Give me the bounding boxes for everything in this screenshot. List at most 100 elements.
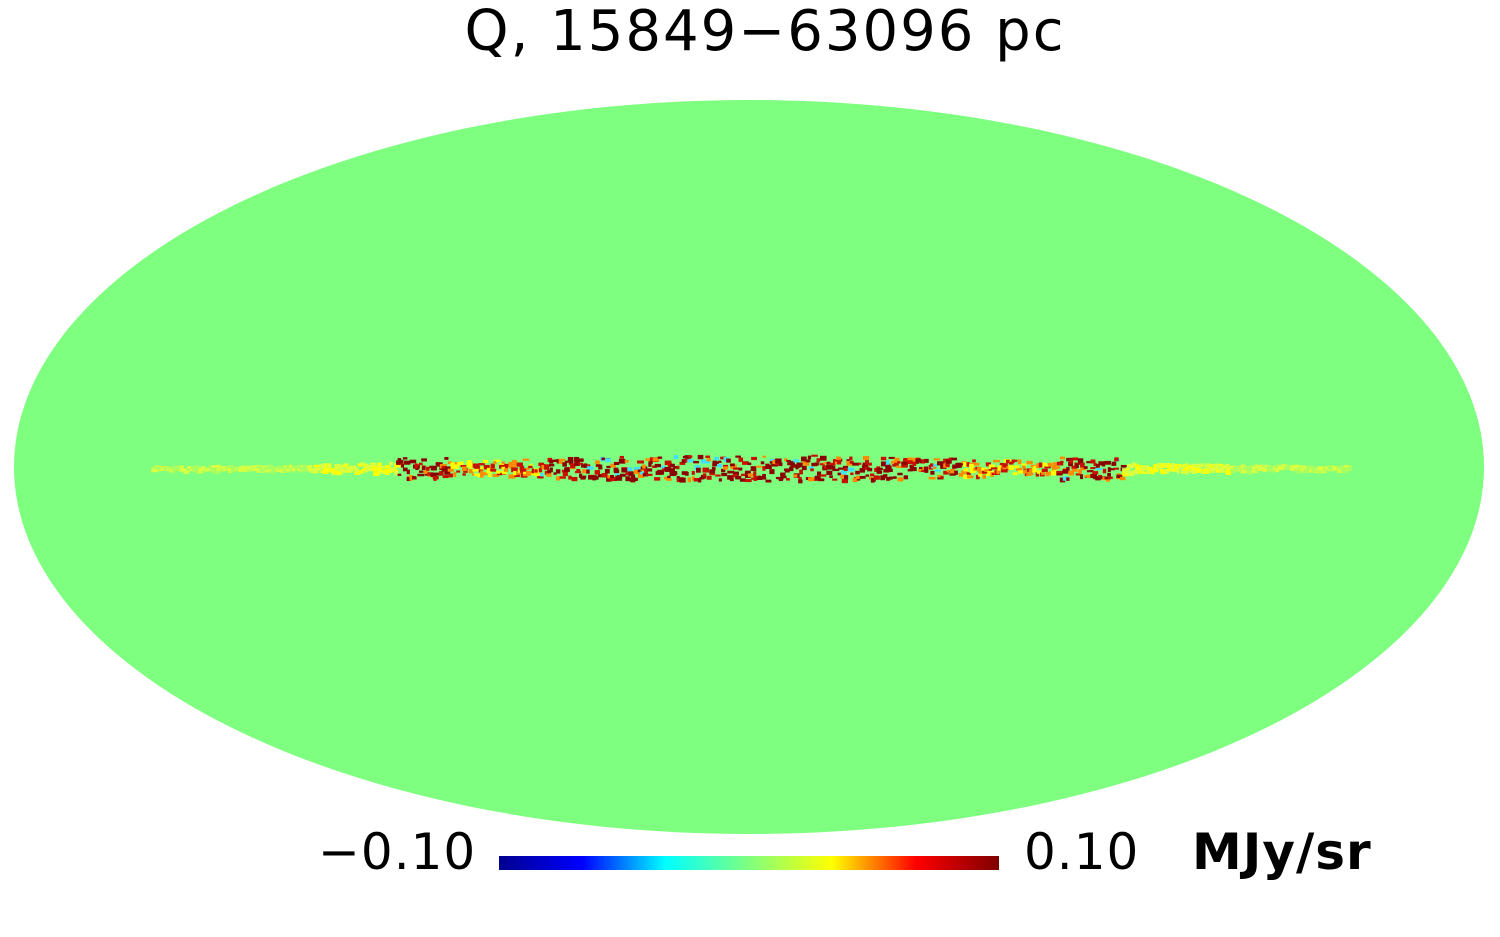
emission-pixel bbox=[253, 467, 259, 472]
emission-pixel bbox=[519, 465, 525, 471]
emission-pixel bbox=[357, 463, 364, 467]
emission-pixel bbox=[697, 454, 704, 460]
emission-pixel bbox=[417, 473, 425, 477]
emission-pixel bbox=[664, 467, 672, 472]
emission-pixel bbox=[1146, 471, 1152, 474]
emission-pixel bbox=[454, 461, 459, 466]
emission-pixel bbox=[450, 463, 455, 466]
emission-pixel bbox=[876, 467, 883, 471]
emission-pixel bbox=[885, 460, 890, 465]
colorbar-min-label: −0.10 bbox=[318, 823, 477, 881]
emission-pixel bbox=[1201, 469, 1206, 472]
emission-pixel bbox=[1093, 462, 1097, 467]
emission-pixel bbox=[937, 476, 944, 480]
emission-pixel bbox=[1317, 469, 1323, 474]
emission-pixel bbox=[1054, 466, 1060, 469]
emission-pixel bbox=[1320, 467, 1325, 471]
emission-pixel bbox=[897, 477, 904, 482]
emission-pixel bbox=[352, 465, 356, 468]
emission-pixel bbox=[1257, 466, 1265, 470]
emission-pixel bbox=[852, 477, 858, 483]
emission-pixel bbox=[385, 465, 391, 469]
emission-pixel bbox=[1230, 468, 1237, 473]
emission-pixel bbox=[547, 469, 551, 474]
emission-pixel bbox=[1041, 468, 1048, 472]
emission-pixel bbox=[1012, 459, 1018, 462]
emission-pixel bbox=[307, 464, 312, 470]
emission-pixel bbox=[382, 471, 386, 475]
emission-pixel bbox=[1284, 465, 1290, 470]
emission-pixel bbox=[472, 469, 479, 472]
emission-pixel bbox=[691, 470, 695, 475]
emission-pixel bbox=[873, 475, 880, 480]
emission-pixel bbox=[687, 459, 694, 463]
emission-pixel bbox=[571, 476, 578, 482]
emission-pixel bbox=[865, 474, 870, 477]
emission-pixel bbox=[453, 472, 457, 477]
emission-pixel bbox=[397, 458, 402, 462]
emission-pixel bbox=[522, 458, 530, 461]
emission-pixel bbox=[705, 455, 711, 458]
emission-pixel bbox=[697, 478, 702, 483]
emission-pixel bbox=[483, 459, 489, 464]
emission-pixel bbox=[379, 471, 385, 474]
emission-pixel bbox=[447, 461, 452, 465]
emission-pixel bbox=[963, 474, 970, 480]
emission-pixel bbox=[384, 471, 390, 475]
emission-pixel bbox=[516, 462, 524, 467]
emission-pixel bbox=[279, 468, 285, 472]
emission-pixel bbox=[840, 474, 846, 479]
emission-pixel bbox=[574, 456, 580, 462]
emission-pixel bbox=[684, 458, 690, 463]
emission-pixel bbox=[1209, 464, 1215, 468]
emission-pixel bbox=[862, 464, 869, 469]
emission-pixel bbox=[648, 462, 652, 467]
emission-pixel bbox=[388, 461, 394, 466]
emission-pixel bbox=[501, 470, 508, 475]
emission-pixel bbox=[772, 461, 779, 467]
emission-pixel bbox=[969, 468, 976, 474]
emission-pixel bbox=[546, 473, 552, 477]
emission-pixel bbox=[288, 464, 293, 469]
emission-pixel bbox=[633, 466, 641, 470]
emission-pixel bbox=[540, 473, 544, 477]
emission-pixel bbox=[549, 463, 555, 467]
emission-pixel bbox=[832, 478, 838, 481]
emission-pixel bbox=[1036, 463, 1041, 469]
emission-pixel bbox=[586, 469, 590, 474]
emission-pixel bbox=[558, 459, 563, 464]
emission-pixel bbox=[981, 467, 987, 471]
emission-pixel bbox=[1242, 467, 1246, 473]
colorbar-unit-label: MJy/sr bbox=[1192, 823, 1372, 881]
emission-pixel bbox=[568, 475, 572, 480]
emission-pixel bbox=[1203, 469, 1210, 474]
emission-pixel bbox=[814, 462, 819, 466]
emission-pixel bbox=[1107, 472, 1111, 477]
emission-pixel bbox=[667, 462, 672, 468]
emission-pixel bbox=[1191, 463, 1197, 467]
emission-pixel bbox=[918, 468, 923, 472]
emission-pixel bbox=[1110, 468, 1115, 471]
emission-pixel bbox=[798, 476, 802, 482]
emission-pixel bbox=[933, 466, 937, 469]
emission-pixel bbox=[355, 470, 361, 474]
emission-pixel bbox=[903, 457, 909, 461]
emission-pixel bbox=[1216, 468, 1221, 471]
emission-pixel bbox=[844, 475, 849, 480]
emission-pixel bbox=[1303, 465, 1307, 469]
emission-pixel bbox=[436, 462, 443, 467]
emission-pixel bbox=[175, 467, 179, 472]
emission-pixel bbox=[849, 460, 854, 464]
emission-pixel bbox=[1029, 472, 1034, 476]
emission-pixel bbox=[841, 470, 847, 476]
emission-pixel bbox=[240, 465, 245, 470]
emission-pixel bbox=[1144, 465, 1150, 468]
emission-pixel bbox=[963, 468, 969, 472]
emission-pixel bbox=[351, 467, 356, 471]
emission-pixel bbox=[718, 460, 722, 463]
emission-pixel bbox=[978, 473, 982, 477]
emission-pixel bbox=[210, 469, 217, 473]
emission-pixel bbox=[1225, 469, 1232, 475]
emission-pixel bbox=[597, 474, 604, 478]
emission-pixel bbox=[309, 468, 315, 473]
